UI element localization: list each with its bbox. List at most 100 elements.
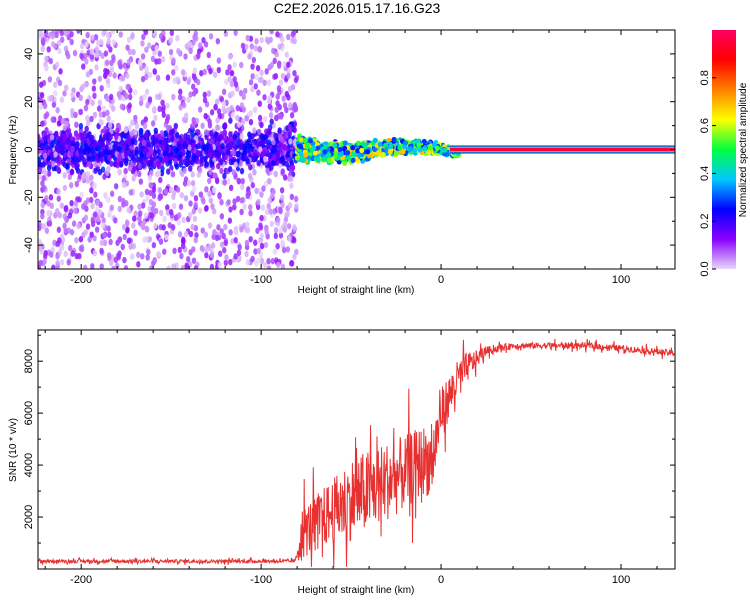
spectrogram-cell <box>254 38 259 45</box>
spectrogram-cell <box>387 149 393 155</box>
spectrogram-cell <box>93 160 98 168</box>
spectrogram-cell <box>393 150 399 156</box>
spectrogram-cell <box>69 229 75 236</box>
spectrogram-cell <box>223 239 228 247</box>
spectrogram-cell <box>89 231 94 238</box>
spectrogram-cell <box>161 104 166 111</box>
spectrogram-cell <box>92 249 98 257</box>
snr-ylabel: SNR (10 * v/v) <box>8 418 19 482</box>
spectrogram-cell <box>206 51 212 59</box>
spectrogram-cell <box>39 92 45 99</box>
spectrogram-cell <box>186 151 191 159</box>
spectrogram-cell <box>55 253 60 260</box>
spectrogram-cell <box>244 239 250 247</box>
spectrogram-cell <box>165 168 171 175</box>
snr-series-line <box>38 338 675 567</box>
spectrogram-cell <box>222 134 228 141</box>
spectrogram-cell <box>44 111 50 118</box>
spectrogram-cell <box>139 222 144 229</box>
spectrogram-cell <box>214 98 220 105</box>
spectrogram-cell <box>244 43 249 51</box>
spectrogram-cell <box>222 122 228 129</box>
spectrogram-cell <box>52 42 58 50</box>
spectrogram-cell <box>171 93 176 101</box>
spectrogram-cell <box>282 61 287 68</box>
spectrogram-cell <box>164 146 169 153</box>
spectrogram-cell <box>195 78 201 86</box>
spectrogram-cell <box>207 177 212 185</box>
spectrogram-cell <box>99 136 104 143</box>
spectrogram-cell <box>280 194 285 201</box>
spectrogram-cell <box>177 231 183 238</box>
spectrogram-cell <box>133 89 138 96</box>
spectrogram-cell <box>147 160 153 167</box>
spectrogram-cell <box>346 154 352 161</box>
spectrogram-cell <box>105 59 110 66</box>
spectrogram-cell <box>51 101 57 108</box>
spectrogram-cell <box>64 216 69 224</box>
spectrogram-cell <box>106 38 111 45</box>
spectrogram-cell <box>263 241 269 249</box>
spectrogram-cell <box>250 73 255 80</box>
spectrogram-cell <box>79 191 84 199</box>
spectrogram-cell <box>282 174 288 181</box>
y-tick-label: 6000 <box>23 401 35 425</box>
spectrogram-cell <box>239 143 244 151</box>
spectrogram-cell <box>232 76 237 83</box>
spectrogram-cell <box>168 36 174 44</box>
spectrogram-cell <box>157 50 162 57</box>
spectrogram-cell <box>280 72 286 80</box>
spectrogram-cell <box>219 134 224 141</box>
spectrogram-cell <box>126 58 132 66</box>
spectrogram-cell <box>144 65 149 73</box>
spectrogram-cell <box>298 151 304 157</box>
spectrogram-cell <box>117 236 122 244</box>
spectrogram-cell <box>253 106 258 114</box>
spectrogram-cell <box>54 31 59 39</box>
spectrogram-cell <box>108 93 114 101</box>
spectrogram-cell <box>56 226 62 233</box>
spectrogram-cell <box>109 190 115 197</box>
spectrogram-cell <box>193 236 198 244</box>
spectrogram-cell <box>164 155 169 163</box>
y-tick-label: 0 <box>23 146 35 152</box>
spectrogram-cell <box>70 250 76 257</box>
spectrogram-cell <box>229 80 235 88</box>
spectrogram-cell <box>195 149 201 157</box>
spectrogram-cell <box>83 214 89 221</box>
spectrogram-cell <box>172 202 177 210</box>
spectrogram-cell <box>178 203 184 210</box>
spectrogram-cell <box>38 156 41 164</box>
spectrogram-cell <box>245 34 250 42</box>
spectrogram-cell <box>59 259 65 266</box>
spectrogram-cell <box>302 138 308 144</box>
spectrogram-cell <box>90 263 95 269</box>
spectrogram-cell <box>268 152 273 159</box>
spectrogram-cell <box>49 134 55 141</box>
spectrogram-cell <box>265 167 270 174</box>
spectrogram-cell <box>134 150 139 157</box>
spectrogram-cell <box>148 146 153 153</box>
spectrogram-cell <box>150 120 156 127</box>
spectrogram-cell <box>139 191 144 198</box>
spectrogram-cell <box>222 172 227 180</box>
spectrogram-cell <box>278 157 284 164</box>
spectrogram-cell <box>64 84 69 92</box>
spectrogram-cell <box>219 213 225 220</box>
x-tick-label: -100 <box>250 574 272 586</box>
spectrogram-cell <box>208 33 214 40</box>
spectrogram-cell <box>271 47 276 55</box>
spectrogram-cell <box>204 252 209 259</box>
spectrogram-cell <box>183 195 189 202</box>
spectrogram-cell <box>288 102 293 109</box>
spectrogram-cell <box>78 236 84 243</box>
spectrogram-cell <box>292 224 297 231</box>
spectrogram-cell <box>170 171 176 178</box>
spectrogram-cell <box>151 241 157 249</box>
spectrogram-cell <box>38 147 41 154</box>
spectrogram-cell <box>116 91 122 98</box>
spectrogram-cell <box>101 217 106 224</box>
spectrogram-cell <box>186 179 191 187</box>
spectrogram-cell <box>106 252 112 259</box>
spectrogram-cell <box>92 182 97 189</box>
